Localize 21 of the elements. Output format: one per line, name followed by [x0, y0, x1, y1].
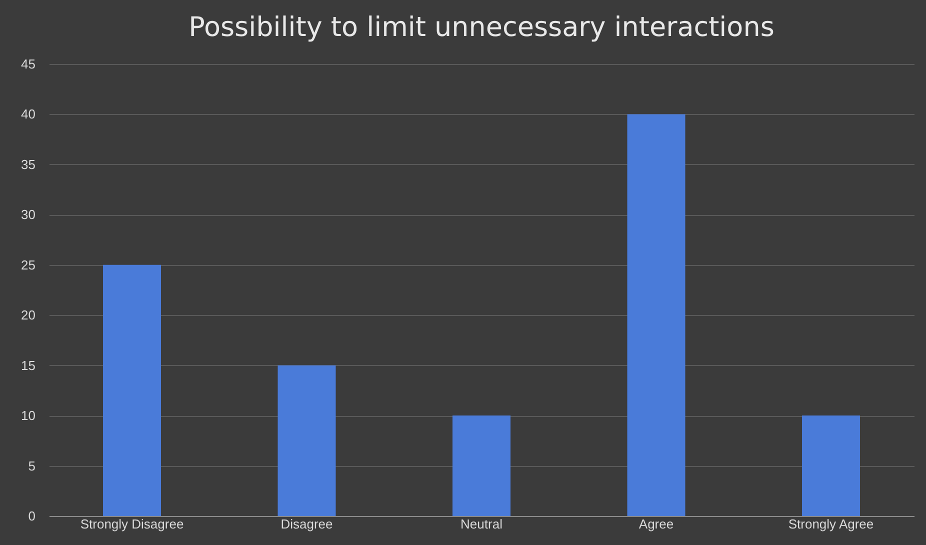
y-tick-label: 25: [21, 257, 36, 272]
y-tick-label: 45: [21, 56, 36, 72]
y-tick-label: 35: [21, 156, 36, 172]
y-tick-label: 0: [28, 508, 36, 524]
x-tick-label: Strongly Agree: [788, 516, 874, 532]
bar: [802, 416, 860, 516]
x-tick-label: Neutral: [460, 516, 503, 532]
y-tick-label: 15: [21, 358, 36, 373]
chart-title: Possibility to limit unnecessary interactions: [188, 12, 774, 43]
bar: [452, 416, 510, 516]
y-tick-label: 40: [21, 106, 36, 122]
x-tick-label: Disagree: [280, 516, 333, 532]
y-tick-label: 30: [21, 207, 36, 222]
bar: [278, 365, 336, 516]
y-tick-label: 10: [21, 408, 36, 424]
bar: [627, 114, 686, 516]
bar: [103, 264, 162, 516]
x-tick-label: Strongly Disagree: [80, 516, 184, 532]
x-tick-label: Agree: [638, 516, 674, 532]
y-tick-label: 5: [28, 458, 36, 474]
y-tick-label: 20: [21, 308, 36, 323]
